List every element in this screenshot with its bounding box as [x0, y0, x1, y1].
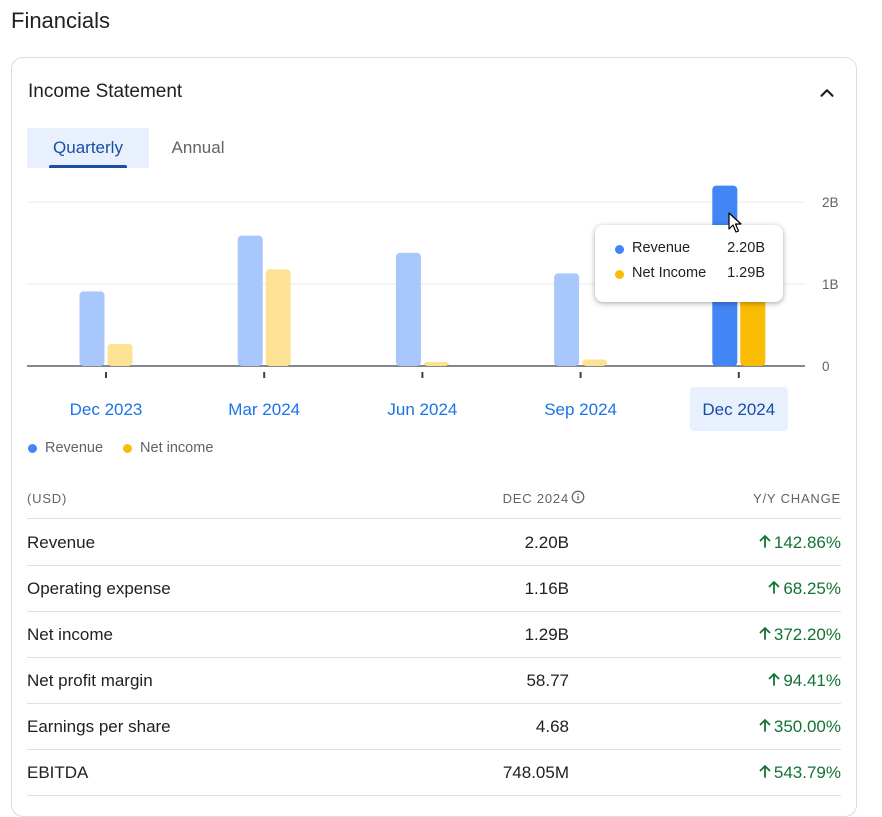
row-label: Revenue [27, 533, 96, 552]
row-value: 2.20B [524, 533, 569, 552]
row-change: 94.41% [768, 671, 841, 691]
table-row: Revenue 2.20B 142.86% [27, 519, 841, 566]
bar-revenue[interactable] [237, 235, 263, 366]
page-title: Financials [11, 8, 111, 33]
row-label: Operating expense [27, 579, 171, 598]
table-row: Net profit margin 58.77 94.41% [27, 657, 841, 704]
row-value: 1.16B [524, 579, 569, 598]
x-category-label[interactable]: Dec 2024 [702, 400, 775, 419]
tab-annual[interactable]: Annual [158, 128, 238, 168]
row-value: 58.77 [526, 671, 569, 690]
row-label: EBITDA [27, 763, 89, 782]
tab-selected-indicator [49, 165, 127, 168]
net-income-dot [615, 270, 624, 279]
info-icon[interactable] [571, 490, 585, 504]
row-value: 1.29B [524, 625, 569, 644]
mouse-cursor-icon [728, 212, 742, 233]
row-change: 372.20% [759, 625, 841, 645]
tooltip-label: Net Income [632, 265, 707, 281]
y-tick-label: 1B [822, 277, 839, 292]
arrow-up-icon [759, 627, 771, 640]
row-label: Net income [27, 625, 113, 644]
net-income-dot [123, 443, 133, 453]
tooltip-row-net-income: Net Income 1.29B [615, 264, 765, 284]
table-header: (USD) DEC 2024 Y/Y CHANGE [27, 482, 841, 519]
bar-net-income[interactable] [265, 269, 291, 366]
table-row: Operating expense 1.16B 68.25% [27, 565, 841, 612]
change-value: 68.25% [783, 579, 841, 598]
change-value: 372.20% [773, 625, 841, 644]
row-change: 350.00% [759, 717, 841, 737]
revenue-dot [615, 245, 624, 254]
arrow-up-icon [768, 581, 780, 594]
y-tick-label: 0 [822, 359, 830, 374]
arrow-up-icon [768, 673, 780, 686]
change-value: 543.79% [773, 763, 841, 782]
bar-net-income[interactable] [423, 361, 449, 366]
arrow-up-icon [759, 719, 771, 732]
bar-revenue[interactable] [554, 273, 580, 366]
row-value: 748.05M [502, 763, 569, 782]
row-change: 68.25% [768, 579, 841, 599]
legend-item-revenue: Revenue [28, 440, 103, 456]
bar-revenue[interactable] [79, 291, 105, 366]
tooltip-value: 1.29B [727, 265, 765, 281]
bar-net-income[interactable] [582, 359, 608, 366]
bar-revenue[interactable] [395, 252, 421, 366]
row-label: Net profit margin [27, 671, 153, 690]
row-change: 543.79% [759, 763, 841, 783]
legend-label: Revenue [45, 440, 104, 456]
change-value: 94.41% [783, 671, 841, 690]
change-value: 142.86% [773, 533, 841, 552]
arrow-up-icon [759, 535, 771, 548]
tooltip-label: Revenue [632, 240, 691, 256]
chart-legend: Revenue Net income [28, 440, 213, 456]
arrow-up-icon [759, 765, 771, 778]
revenue-dot [28, 443, 37, 453]
selected-category-highlight [689, 387, 788, 431]
x-category-label[interactable]: Jun 2024 [387, 400, 457, 419]
bar-net-income[interactable] [107, 343, 133, 366]
row-label: Earnings per share [27, 717, 171, 736]
tooltip-row-revenue: Revenue 2.20B [615, 239, 765, 259]
tab-quarterly[interactable]: Quarterly [27, 128, 149, 168]
row-value: 4.68 [535, 717, 569, 736]
card-title: Income Statement [28, 81, 183, 102]
legend-item-net-income: Net income [123, 440, 213, 456]
income-statement-card: Income Statement Quarterly Annual 0 1B 2B D… [11, 57, 857, 817]
table-row: EBITDA 748.05M 543.79% [27, 749, 841, 796]
change-value: 350.00% [773, 717, 841, 736]
tab-quarterly-label: Quarterly [53, 138, 123, 157]
tab-annual-label: Annual [171, 138, 225, 157]
table-row: Earnings per share 4.68 350.00% [27, 703, 841, 750]
tooltip-value: 2.20B [727, 240, 765, 256]
header-currency: (USD) [27, 491, 68, 506]
x-category-label[interactable]: Mar 2024 [228, 400, 300, 419]
legend-label: Net income [140, 440, 214, 456]
x-category-label[interactable]: Sep 2024 [544, 400, 617, 419]
chart-tooltip: Revenue 2.20B Net Income 1.29B [595, 225, 783, 302]
table-row: Net income 1.29B 372.20% [27, 611, 841, 658]
header-period: DEC 2024 [502, 491, 569, 506]
x-category-label[interactable]: Dec 2023 [70, 400, 143, 419]
header-change: Y/Y CHANGE [753, 491, 841, 506]
chevron-up-icon[interactable] [816, 82, 838, 104]
row-change: 142.86% [759, 533, 841, 553]
y-tick-label: 2B [822, 195, 839, 210]
